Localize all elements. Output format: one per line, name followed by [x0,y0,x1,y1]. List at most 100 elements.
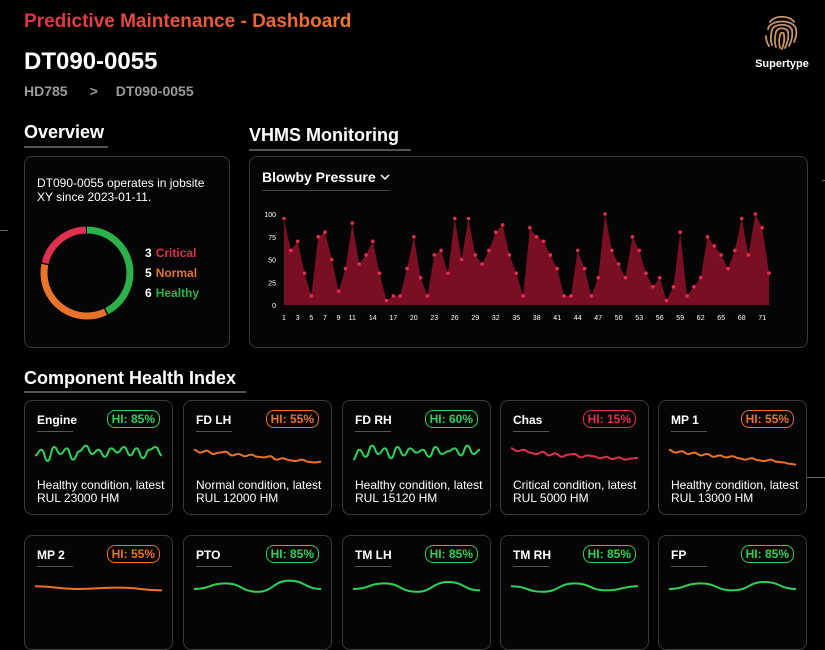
metric-dropdown-label: Blowby Pressure [262,169,376,185]
data-point [391,294,396,298]
health-donut-chart [40,226,134,320]
page-title: DT090-0055 [24,48,158,75]
x-tick-label: 47 [594,315,602,322]
data-point [302,271,307,275]
data-point [767,271,771,275]
component-name: TM RH [513,548,551,562]
data-point [603,212,607,216]
data-point [398,294,402,298]
y-tick-label: 0 [272,303,276,310]
data-point [507,253,512,257]
x-tick-label: 41 [553,315,561,322]
component-name: Chas [513,413,543,427]
data-point [405,266,409,271]
data-point [739,216,744,221]
component-card-mp-1[interactable]: MP 1 HI: 55% Healthy condition, latest RUL… [658,400,807,515]
data-point [343,266,348,271]
x-tick-label: 5 [309,315,313,322]
breadcrumb-item-fleet[interactable]: HD785 [24,83,68,99]
data-point [671,285,676,289]
component-card-pto[interactable]: PTO HI: 85% [183,535,332,650]
data-point [521,294,525,298]
data-point [364,253,368,257]
component-health-title: Component Health Index [24,368,237,388]
health-index-badge: HI: 55% [740,410,794,428]
sparkline-path [194,448,321,464]
data-point [494,230,498,234]
data-point [753,212,758,216]
data-point [377,271,382,275]
sparkline-path [35,585,162,592]
data-point [692,285,696,289]
health-index-badge: HI: 55% [265,410,319,428]
data-point [616,262,621,266]
component-card-engine[interactable]: Engine HI: 85% Healthy condition, latest R… [24,400,173,515]
data-point [534,235,539,239]
legend-critical: 3 Critical [145,246,197,260]
data-point [330,257,334,262]
health-index-badge: HI: 85% [424,545,478,563]
component-card-fd-lh[interactable]: FD LH HI: 55% Normal condition, latest RUL… [183,400,332,515]
component-card-tm-lh[interactable]: TM LH HI: 85% [342,535,491,650]
x-tick-label: 32 [492,315,500,322]
component-card-fd-rh[interactable]: FD RH HI: 60% Healthy condition, latest RU… [342,400,491,515]
data-point [446,271,450,275]
data-point [453,216,457,221]
data-point [596,275,600,280]
health-sparkline [669,580,796,592]
legend-healthy: 6 Healthy [145,286,200,300]
health-sparkline [35,444,162,463]
component-name: MP 1 [671,413,699,427]
x-tick-label: 17 [389,315,397,322]
metric-dropdown[interactable]: Blowby Pressure [262,169,390,185]
x-tick-label: 38 [533,315,541,322]
breadcrumb: HD785 > DT090-0055 [24,83,194,99]
component-name-underline [37,431,73,432]
component-card-mp-2[interactable]: MP 2 HI: 55% [24,535,173,650]
breadcrumb-item-unit[interactable]: DT090-0055 [115,83,194,99]
data-point [610,248,614,253]
data-point [289,248,293,253]
overview-panel: DT090-0055 operates in jobsite XY since … [24,156,230,348]
data-point [760,225,764,230]
component-card-tm-rh[interactable]: TM RH HI: 85% [500,535,649,650]
component-name-underline [196,566,232,567]
component-name: PTO [196,548,221,562]
data-point [685,294,689,298]
scroll-marker-right-bottom [792,477,825,478]
overview-title: Overview [24,122,105,142]
data-point [412,235,416,239]
sparkline-path [669,580,796,592]
component-card-chas[interactable]: Chas HI: 15% Critical condition, latest RU… [500,400,649,515]
component-name-underline [513,566,549,567]
component-card-fp[interactable]: FP HI: 85% [658,535,807,650]
data-point [418,275,423,280]
data-point [651,285,655,289]
data-point [664,298,669,303]
x-tick-label: 1 [282,315,286,322]
logo[interactable]: Supertype [752,12,812,70]
data-point [705,235,710,239]
y-tick-label: 25 [268,280,276,287]
sparkline-path [511,447,638,461]
metric-dropdown-underline [262,190,390,191]
component-name-underline [355,431,391,432]
health-index-badge: HI: 60% [424,410,478,428]
overview-description: DT090-0055 operates in jobsite XY since … [37,176,205,204]
health-index-badge: HI: 85% [582,545,636,563]
x-tick-label: 68 [738,315,746,322]
scroll-marker-right-top [822,180,825,181]
data-point [323,230,327,234]
health-sparkline [194,579,321,593]
data-point [644,271,648,275]
component-status: Healthy condition, latest RUL 15120 HM [355,478,483,505]
donut-segment-healthy [40,226,134,320]
component-name-underline [671,431,707,432]
data-point [637,248,641,253]
component-name: MP 2 [37,548,65,562]
component-name: FD RH [355,413,392,427]
health-index-badge: HI: 55% [106,545,160,563]
x-tick-label: 9 [337,315,341,322]
component-name: FP [671,548,687,562]
